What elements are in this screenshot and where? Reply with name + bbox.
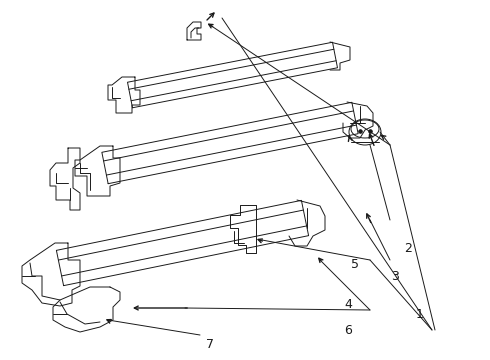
Text: 1: 1 bbox=[416, 309, 424, 321]
Text: 5: 5 bbox=[351, 258, 359, 271]
Text: 2: 2 bbox=[404, 242, 412, 255]
Text: 4: 4 bbox=[344, 298, 352, 311]
Text: 6: 6 bbox=[344, 324, 352, 337]
Text: 3: 3 bbox=[391, 270, 399, 284]
Text: 7: 7 bbox=[206, 338, 214, 351]
